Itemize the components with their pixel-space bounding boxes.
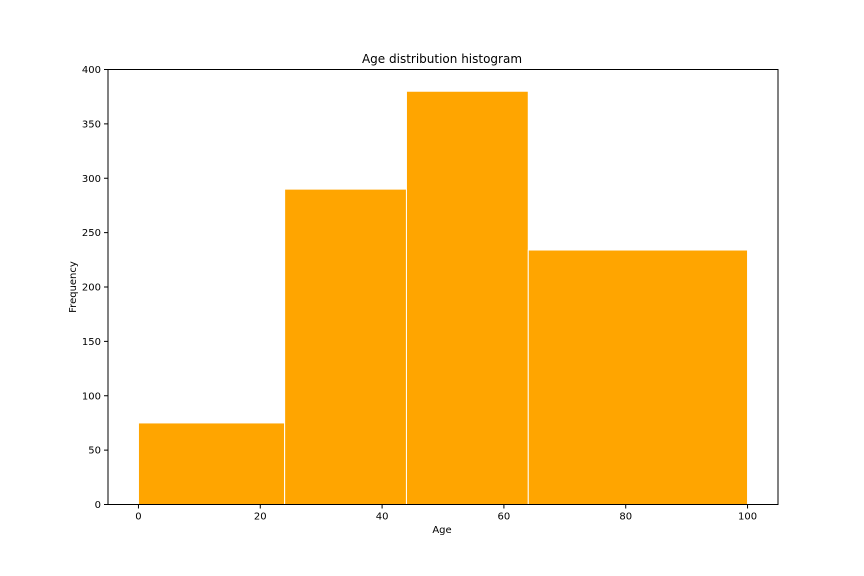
chart-title: Age distribution histogram (362, 52, 522, 66)
histogram-bar-2 (284, 188, 407, 505)
y-tick-label: 300 (82, 174, 101, 185)
x-tick-label: 60 (498, 512, 511, 523)
y-tick-label: 250 (82, 228, 101, 239)
x-tick-label: 0 (135, 512, 141, 523)
y-tick-label: 200 (82, 283, 101, 294)
y-tick-label: 100 (82, 391, 101, 402)
x-axis-label: Age (432, 525, 451, 536)
y-tick-label: 0 (95, 500, 101, 511)
bars-layer (137, 90, 749, 505)
y-tick-label: 150 (82, 337, 101, 348)
x-tick-label: 100 (738, 512, 757, 523)
histogram-bar-3 (405, 90, 529, 505)
y-tick-label: 400 (82, 65, 101, 76)
plot-frame (107, 69, 779, 505)
histogram-bar-1 (137, 422, 286, 505)
x-tick-label: 80 (619, 512, 632, 523)
ticks-layer: 0 20 40 60 80 100 0 50 100 150 200 250 300 350 400 (82, 65, 757, 523)
y-tick-label: 350 (82, 119, 101, 130)
y-tick-label: 50 (88, 446, 101, 457)
x-tick-label: 40 (376, 512, 389, 523)
x-tick-label: 20 (254, 512, 267, 523)
histogram-bar-4 (527, 249, 749, 505)
y-axis-label: Frequency (68, 261, 79, 313)
